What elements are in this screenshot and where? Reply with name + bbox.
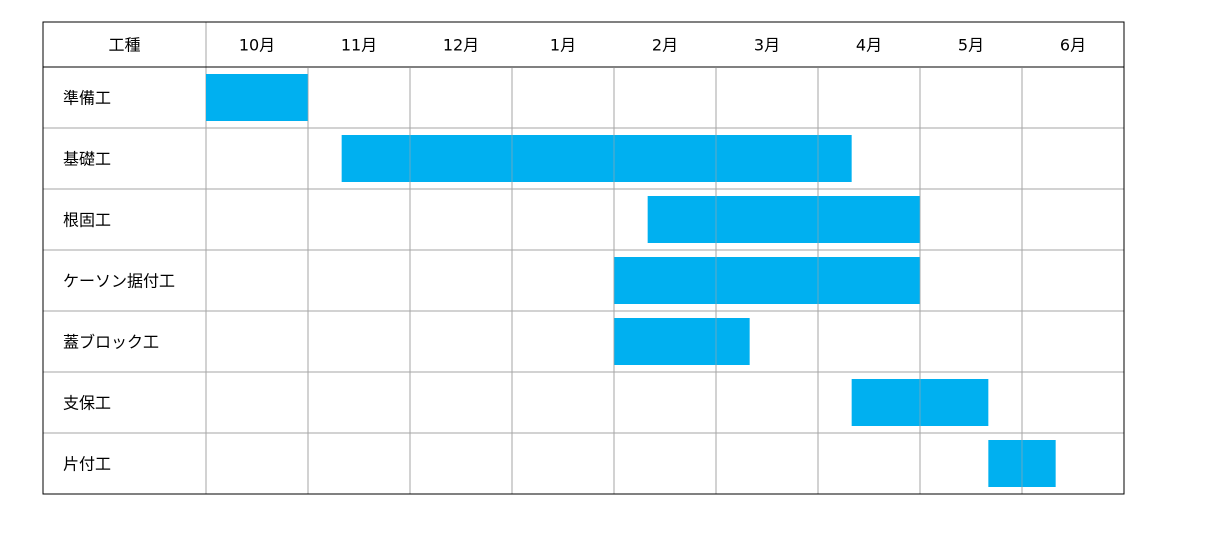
task-label: 準備工: [63, 89, 111, 108]
gantt-labels: 工種 10月 11月 12月 1月 2月 3月 4月 5月 6月準備工基礎工根固工ケーソン据付工…: [63, 36, 1086, 474]
task-label: 支保工: [63, 394, 111, 413]
month-tick-label: 10月: [239, 36, 275, 55]
month-tick-label: 5月: [958, 36, 984, 55]
task-label: 蓋ブロック工: [63, 333, 159, 352]
month-tick-label: 12月: [443, 36, 479, 55]
task-bar: [206, 74, 308, 121]
task-bar: [614, 318, 750, 365]
task-label: 根固工: [63, 211, 111, 230]
month-tick-label: 4月: [856, 36, 882, 55]
month-tick-label: 3月: [754, 36, 780, 55]
month-tick-label: 2月: [652, 36, 678, 55]
task-bar: [647, 196, 920, 243]
month-tick-label: 6月: [1060, 36, 1086, 55]
task-column-header: 工種: [108, 36, 140, 55]
chart-border: [42, 21, 1125, 495]
task-label: ケーソン据付工: [63, 272, 175, 291]
task-bar: [341, 135, 852, 182]
month-tick-label: 1月: [550, 36, 576, 55]
gantt-bars: [206, 67, 1056, 494]
task-bar: [614, 257, 920, 304]
task-label: 片付工: [63, 455, 111, 474]
task-label: 基礎工: [63, 150, 111, 169]
month-tick-label: 11月: [341, 36, 377, 55]
